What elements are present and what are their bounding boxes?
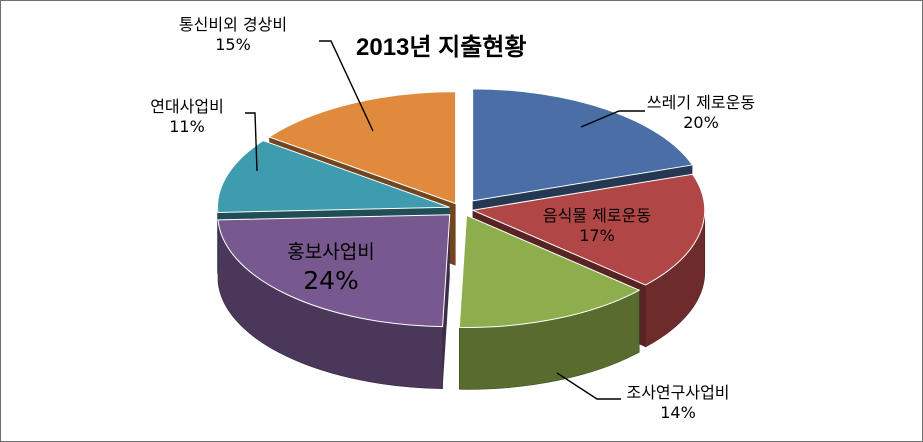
slice-top-4 [217,140,450,213]
slice-percent-0: 20% [683,113,719,132]
slice-percent-4: 11% [169,117,205,136]
slice-label-2: 조사연구사업비 14% [626,383,729,423]
leader-line-1 [556,372,621,400]
slice-percent-3: 24% [303,265,359,295]
slice-percent-2: 14% [660,403,696,422]
slice-percent-5: 15% [215,35,251,54]
slice-label-1: 음식물 제로운동 17% [543,206,651,246]
slice-label-3: 홍보사업비 24% [287,241,374,296]
slice-name-1: 음식물 제로운동 [542,206,652,225]
pie-tops [217,88,706,328]
leader-line-0 [580,110,645,128]
slice-name-2: 조사연구사업비 [626,383,730,402]
slice-name-3: 홍보사업비 [287,241,375,263]
slice-label-5: 통신비외 경상비 15% [179,15,287,55]
slice-wall-3-0 [442,214,450,389]
slice-top-1 [470,173,706,286]
slice-top-0 [472,88,694,202]
slice-top-5 [268,91,457,205]
slice-name-5: 통신비외 경상비 [178,15,288,34]
chart-title: 2013년 지출현황 [356,34,527,61]
slice-percent-1: 17% [579,226,615,245]
slice-name-0: 쓰레기 제로운동 [646,93,756,112]
slice-top-2 [458,214,641,328]
slice-label-0: 쓰레기 제로운동 20% [647,93,755,133]
leader-line-2 [245,112,258,172]
slice-name-4: 연대사업비 [150,97,224,116]
slice-label-4: 연대사업비 11% [150,97,224,137]
leader-line-3 [319,40,374,132]
leader-lines [245,40,645,400]
slice-top-3 [217,214,451,328]
